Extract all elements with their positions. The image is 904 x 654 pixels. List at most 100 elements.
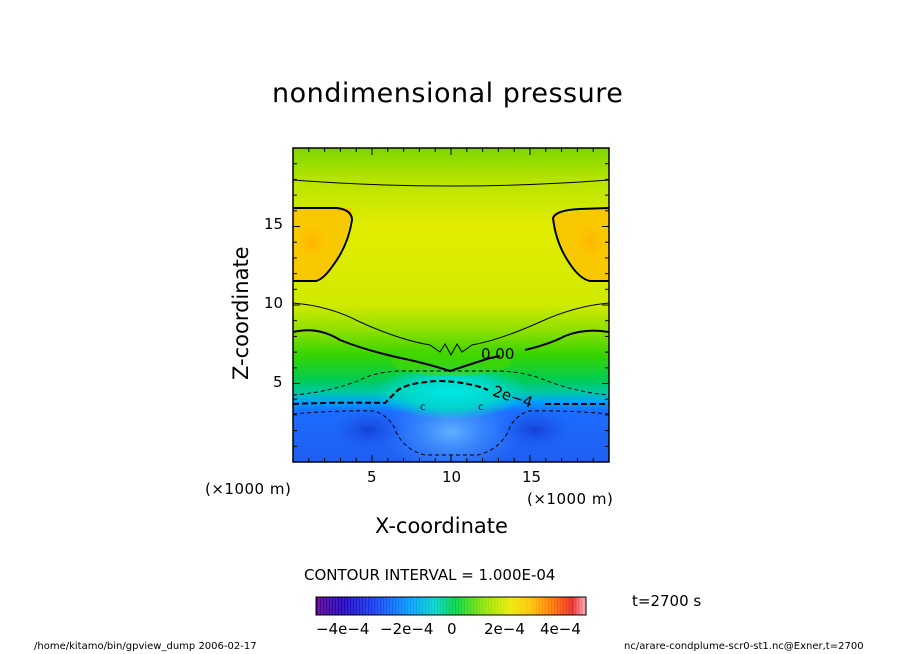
colorbar-cell (550, 597, 554, 615)
y-axis-label: Z-coordinate (229, 246, 253, 380)
colorbar-cell (478, 597, 482, 615)
colorbar-cell (565, 597, 569, 615)
colorbar-cell (577, 597, 581, 615)
y-tick-label: 10 (264, 294, 284, 312)
colorbar-cell (325, 597, 329, 615)
field-cyan-bulge (373, 364, 529, 420)
colorbar-cell (514, 597, 518, 615)
colorbar-cell (403, 597, 407, 615)
colorbar-cell (538, 597, 542, 615)
colorbar-tick-label: 0 (447, 620, 457, 638)
colorbar-cell (517, 597, 521, 615)
colorbar-cell (436, 597, 440, 615)
field-green-bump (391, 348, 511, 376)
colorbar-cell (523, 597, 527, 615)
colorbar-cell (373, 597, 377, 615)
field-orange-core-right (568, 214, 609, 270)
contour-marker-left: c (420, 402, 426, 413)
contour-upper-thin (293, 302, 609, 357)
colorbar-cell (376, 597, 380, 615)
colorbar-cell (472, 597, 476, 615)
colorbar-cell (559, 597, 563, 615)
colorbar-cell (463, 597, 467, 615)
colorbar-cell (553, 597, 557, 615)
colorbar-cell (460, 597, 464, 615)
y-tick-label: 5 (273, 373, 283, 391)
contour-label-zero: 0.00 (481, 345, 515, 363)
colorbar-cell (316, 597, 320, 615)
contour-zero-left (293, 329, 501, 373)
field-orange-core-left (293, 214, 334, 270)
colorbar-cell (448, 597, 452, 615)
colorbar-cell (382, 597, 386, 615)
chart-title: nondimensional pressure (272, 78, 624, 109)
colorbar-cell (391, 597, 395, 615)
colorbar-cell (532, 597, 536, 615)
colorbar-frame (315, 596, 587, 616)
colorbar-cell (397, 597, 401, 615)
colorbar-cell (337, 597, 341, 615)
colorbar-cell (484, 597, 488, 615)
colorbar-cell (574, 597, 578, 615)
colorbar-cell (475, 597, 479, 615)
field-blue-blob-right (495, 408, 575, 452)
colorbar-cell (487, 597, 491, 615)
colorbar-cell (508, 597, 512, 615)
colorbar-cell (442, 597, 446, 615)
colorbar-cell (571, 597, 575, 615)
colorbar-cell (535, 597, 539, 615)
colorbar-cell (343, 597, 347, 615)
colorbar-cell (331, 597, 335, 615)
colorbar-cell (388, 597, 392, 615)
colorbar-cell (547, 597, 551, 615)
contour-neg2e4-left (293, 379, 489, 405)
colorbar-cell (358, 597, 362, 615)
colorbar-cell (568, 597, 572, 615)
colorbar-cell (424, 597, 428, 615)
contour-interval: CONTOUR INTERVAL = 1.000E-04 (304, 566, 556, 584)
colorbar-tick-label: 2e−4 (484, 620, 525, 638)
colorbar-cell (385, 597, 389, 615)
colorbar (315, 596, 587, 616)
colorbar-cell (445, 597, 449, 615)
colorbar-cell (406, 597, 410, 615)
colorbar-cell (379, 597, 383, 615)
colorbar-cell (409, 597, 413, 615)
colorbar-cell (421, 597, 425, 615)
colorbar-cell (580, 597, 584, 615)
contour-zero-right (524, 329, 609, 351)
colorbar-cell (541, 597, 545, 615)
colorbar-cell (349, 597, 353, 615)
colorbar-cell (496, 597, 500, 615)
colorbar-cell (499, 597, 503, 615)
time-label: t=2700 s (632, 592, 702, 610)
colorbar-cell (355, 597, 359, 615)
colorbar-cell (583, 597, 587, 615)
colorbar-cell (544, 597, 548, 615)
colorbar-cell (319, 597, 323, 615)
y-axis-unit: (×1000 m) (205, 480, 292, 498)
colorbar-cell (394, 597, 398, 615)
colorbar-cell (352, 597, 356, 615)
colorbar-cell (529, 597, 533, 615)
colorbar-cell (466, 597, 470, 615)
colorbar-cell (493, 597, 497, 615)
colorbar-cell (562, 597, 566, 615)
colorbar-cell (346, 597, 350, 615)
colorbar-cell (469, 597, 473, 615)
footer-right: nc/arare-condplume-scr0-st1.nc@Exner,t=2… (624, 641, 864, 652)
colorbar-cell (556, 597, 560, 615)
colorbar-cell (364, 597, 368, 615)
colorbar-tick-label: 4e−4 (540, 620, 581, 638)
colorbar-cell (526, 597, 530, 615)
x-tick-label: 10 (442, 468, 462, 486)
colorbar-tick-label: −4e−4 (316, 620, 370, 638)
x-tick-label: 15 (522, 468, 542, 486)
colorbar-cell (457, 597, 461, 615)
contour-marker-right: c (478, 402, 484, 413)
colorbar-cell (490, 597, 494, 615)
colorbar-cell (427, 597, 431, 615)
footer-left: /home/kitamo/bin/gpview_dump 2006-02-17 (34, 641, 257, 652)
colorbar-cell (454, 597, 458, 615)
colorbar-cell (439, 597, 443, 615)
